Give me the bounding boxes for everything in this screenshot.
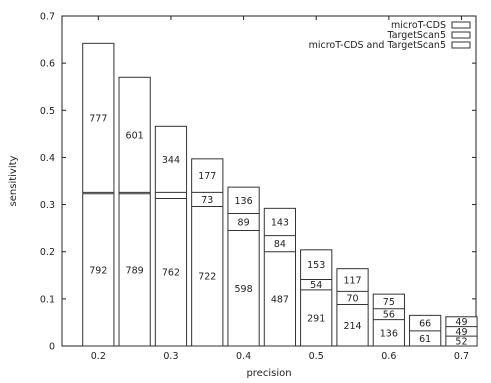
bar-label-both: 789 — [126, 265, 144, 276]
x-tick-label: 0.3 — [163, 351, 178, 362]
bar-label-microt: 136 — [235, 196, 253, 207]
y-tick-label: 0.7 — [40, 12, 55, 23]
legend-label: microT-CDS and TargetScan5 — [309, 40, 446, 51]
y-axis-label: sensitivity — [8, 155, 19, 206]
bar-label-both: 136 — [380, 328, 398, 339]
legend-swatch — [451, 21, 471, 29]
legend-swatch — [451, 41, 471, 49]
y-tick-label: 0 — [49, 342, 55, 353]
bar-total — [154, 125, 188, 347]
bar-label-both: 722 — [198, 272, 216, 283]
bar-label-both: 214 — [343, 321, 361, 332]
bar-label-targetscan: 73 — [201, 195, 213, 206]
bar-label-microt: 66 — [419, 319, 431, 330]
bar-label-microt: 49 — [455, 317, 467, 328]
bar-total — [82, 42, 115, 347]
bar-total — [336, 268, 369, 347]
bar-label-both: 52 — [455, 337, 467, 348]
bar-label-microt: 344 — [162, 155, 180, 166]
y-tick-label: 0.4 — [40, 153, 55, 164]
bar-total — [263, 207, 297, 347]
bar-label-microt: 75 — [383, 297, 395, 308]
bar-label-targetscan: 70 — [346, 293, 358, 304]
x-tick-label: 0.2 — [91, 351, 106, 362]
bar-total — [191, 158, 224, 347]
bar-label-both: 61 — [419, 334, 431, 345]
y-tick-label: 0.2 — [40, 247, 55, 258]
bar-label-microt: 143 — [271, 218, 289, 229]
y-tick-label: 0.5 — [40, 106, 55, 117]
bar-label-targetscan: 56 — [383, 310, 395, 321]
bar-label-targetscan: 54 — [310, 280, 322, 291]
bar-label-both: 291 — [307, 313, 325, 324]
x-axis-label: precision — [246, 368, 291, 379]
bar-label-microt: 177 — [198, 171, 216, 182]
legend-swatch — [451, 31, 471, 39]
bar-label-targetscan: 84 — [274, 239, 286, 250]
bar-label-targetscan: 49 — [455, 327, 467, 338]
bar-label-microt: 777 — [89, 113, 107, 124]
x-tick-label: 0.7 — [454, 351, 469, 362]
bar-label-both: 792 — [89, 265, 107, 276]
bar-label-both: 762 — [162, 268, 180, 279]
bar-label-both: 487 — [271, 294, 289, 305]
legend-label: microT-CDS — [391, 20, 446, 31]
x-tick-label: 0.5 — [309, 351, 324, 362]
bar-label-targetscan: 89 — [238, 218, 250, 229]
bar-total — [445, 316, 478, 347]
y-tick-label: 0.3 — [40, 200, 55, 211]
legend-label: TargetScan5 — [386, 30, 446, 41]
y-tick-label: 0.1 — [40, 294, 55, 305]
x-tick-label: 0.6 — [381, 351, 396, 362]
bar-total — [118, 76, 151, 347]
bar-total — [300, 249, 333, 347]
bar-label-microt: 117 — [343, 276, 361, 287]
x-tick-label: 0.4 — [236, 351, 251, 362]
bar-label-microt: 601 — [126, 130, 144, 141]
y-tick-label: 0.6 — [40, 59, 55, 70]
bar-label-microt: 153 — [307, 260, 325, 271]
bar-label-both: 598 — [235, 284, 253, 295]
bar-total — [227, 186, 260, 347]
